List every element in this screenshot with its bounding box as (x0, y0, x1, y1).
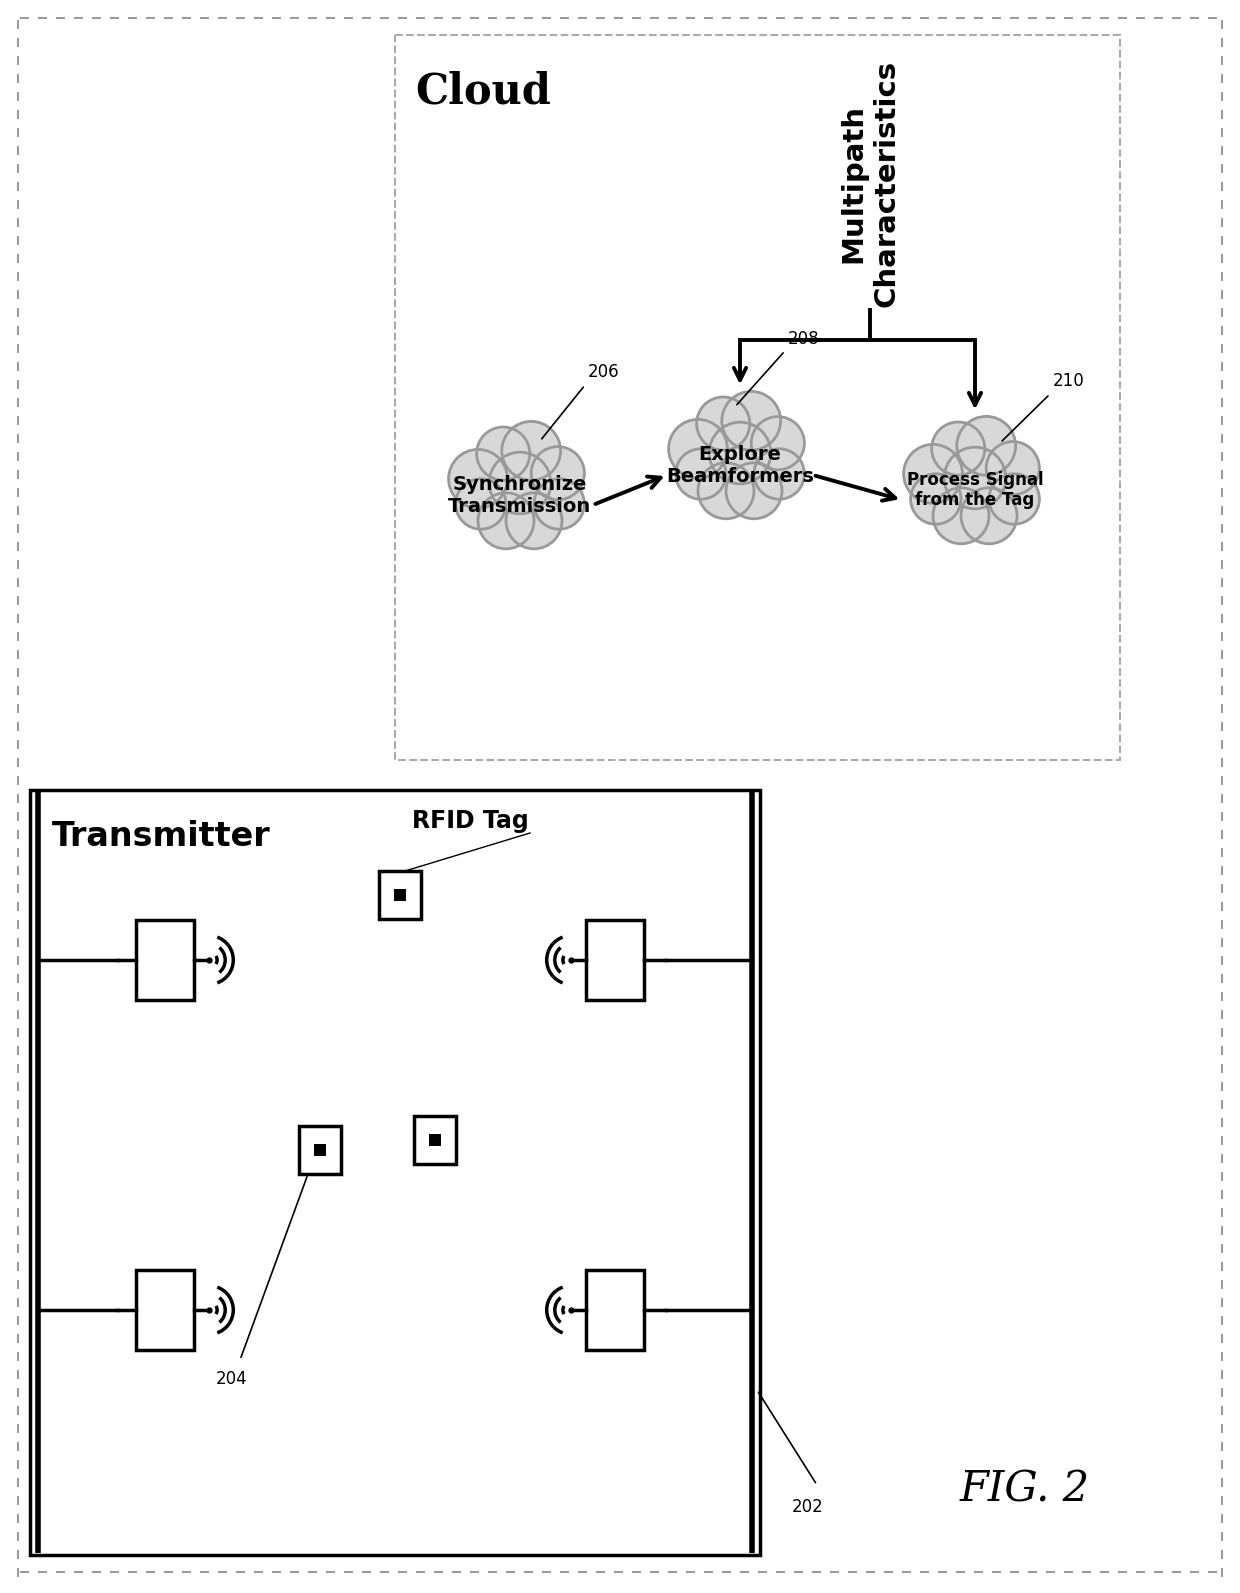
Circle shape (477, 492, 534, 550)
Circle shape (904, 444, 962, 503)
Bar (587, 921, 644, 1000)
Bar (299, 1126, 341, 1174)
Circle shape (709, 422, 771, 484)
Text: Synchronize
Transmission: Synchronize Transmission (449, 475, 591, 516)
Circle shape (990, 473, 1039, 524)
Circle shape (944, 448, 1006, 508)
Circle shape (931, 422, 985, 475)
Text: Transmitter: Transmitter (52, 820, 270, 852)
Text: 210: 210 (1053, 371, 1085, 390)
Circle shape (502, 422, 560, 479)
Circle shape (698, 464, 754, 519)
Bar (136, 921, 193, 1000)
Bar (587, 1270, 644, 1349)
Circle shape (668, 419, 728, 478)
Circle shape (751, 417, 805, 470)
Bar (394, 889, 405, 902)
Circle shape (697, 397, 750, 451)
Bar (429, 1134, 441, 1145)
Bar (30, 790, 760, 1555)
Text: FIG. 2: FIG. 2 (960, 1469, 1090, 1510)
Circle shape (754, 449, 805, 499)
Text: Process Signal
from the Tag: Process Signal from the Tag (906, 470, 1043, 510)
Circle shape (531, 446, 584, 500)
Text: 208: 208 (787, 330, 820, 347)
Text: Explore
Beamformers: Explore Beamformers (666, 444, 813, 486)
Circle shape (490, 452, 551, 515)
Circle shape (449, 449, 507, 508)
Text: 204: 204 (216, 1370, 248, 1388)
Circle shape (534, 479, 584, 529)
Text: 206: 206 (588, 363, 620, 381)
FancyBboxPatch shape (396, 35, 1120, 760)
Circle shape (910, 473, 961, 524)
Circle shape (986, 441, 1039, 495)
Circle shape (722, 392, 781, 451)
Circle shape (506, 492, 562, 550)
Circle shape (961, 487, 1017, 543)
Text: Multipath
Characteristics: Multipath Characteristics (839, 61, 900, 307)
Bar (136, 1270, 193, 1349)
Bar (379, 871, 422, 919)
Bar (414, 1117, 456, 1164)
Circle shape (455, 479, 506, 529)
Circle shape (932, 487, 990, 543)
Circle shape (476, 427, 529, 479)
Circle shape (957, 416, 1016, 475)
Bar (314, 1144, 326, 1157)
Circle shape (725, 464, 782, 519)
Text: Cloud: Cloud (415, 70, 551, 112)
Text: RFID Tag: RFID Tag (412, 809, 528, 833)
Text: 202: 202 (792, 1497, 823, 1517)
Circle shape (676, 449, 725, 499)
